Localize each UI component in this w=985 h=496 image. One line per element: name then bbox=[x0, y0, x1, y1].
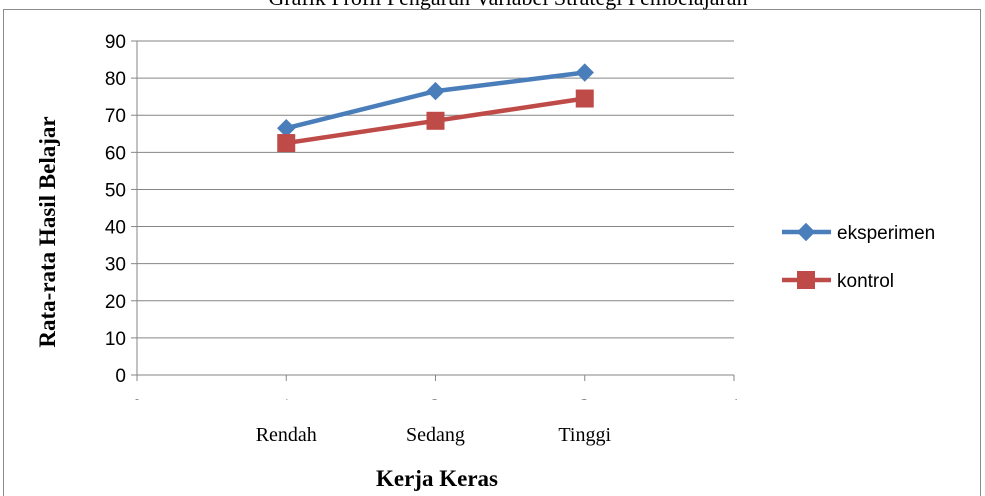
x-axis-ticks: 01234 bbox=[117, 375, 754, 450]
legend: eksperimen kontrol bbox=[782, 222, 935, 292]
y-tick-label: 0 bbox=[115, 366, 126, 387]
chart-frame bbox=[3, 9, 981, 496]
data-point-kontrol bbox=[277, 134, 296, 153]
y-tick-label: 90 bbox=[105, 32, 126, 53]
legend-label-eksperimen: eksperimen bbox=[837, 223, 935, 244]
y-tick-label: 20 bbox=[105, 292, 126, 313]
gridlines bbox=[137, 40, 734, 339]
x-category-label: Sedang bbox=[406, 424, 465, 446]
y-tick-label: 30 bbox=[105, 255, 126, 276]
data-point-kontrol bbox=[575, 89, 594, 108]
legend-marker-kontrol bbox=[797, 271, 815, 289]
y-tick-label: 40 bbox=[105, 218, 126, 239]
y-axis-ticks: 0 10 20 30 40 50 60 70 80 90 bbox=[105, 32, 137, 387]
y-axis-label: Rata-rata Hasil Belajar bbox=[35, 116, 60, 347]
data-point-kontrol bbox=[426, 111, 445, 130]
x-category-label: Tinggi bbox=[558, 424, 611, 446]
legend-label-kontrol: kontrol bbox=[837, 271, 894, 292]
y-tick-label: 50 bbox=[105, 180, 126, 201]
x-category-label: Rendah bbox=[256, 424, 317, 446]
y-tick-label: 60 bbox=[105, 143, 126, 164]
x-category-labels: Rendah Sedang Tinggi bbox=[256, 424, 612, 446]
series-lines bbox=[277, 63, 594, 153]
y-tick-label: 10 bbox=[105, 329, 126, 350]
x-axis-label: Kerja Keras bbox=[376, 466, 498, 491]
tick-label-mask bbox=[117, 400, 754, 450]
y-tick-label: 80 bbox=[105, 69, 126, 90]
y-tick-label: 70 bbox=[105, 106, 126, 127]
data-point-eksperimen bbox=[575, 63, 594, 82]
legend-marker-eksperimen bbox=[796, 222, 816, 242]
chart-title: Grafik Profil Pengaruh Variabel Strategi… bbox=[268, 0, 747, 10]
data-point-eksperimen bbox=[426, 81, 445, 101]
